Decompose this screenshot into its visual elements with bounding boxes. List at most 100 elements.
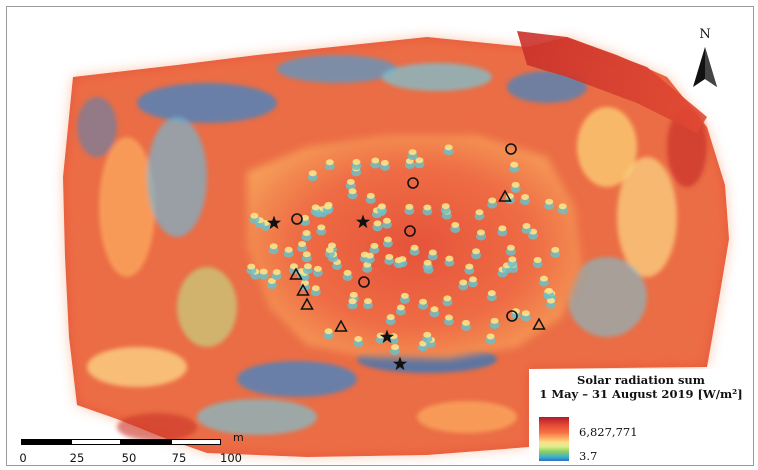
triangle-marker-icon — [289, 267, 303, 280]
hummock-light — [475, 209, 484, 216]
hummock-light — [510, 161, 519, 168]
hummock-light — [272, 269, 281, 276]
hummock-light — [445, 255, 454, 262]
hummock-light — [423, 331, 432, 338]
hummock-light — [405, 203, 414, 210]
hummock-light — [302, 230, 311, 237]
hummock-light — [354, 336, 363, 343]
hummock-light — [430, 306, 439, 313]
hummock-light — [370, 242, 379, 249]
scale-segment-3 — [121, 439, 171, 445]
hummock-light — [346, 178, 355, 185]
hummock-light — [311, 285, 320, 292]
hummock-light — [373, 220, 382, 227]
hummock-light — [325, 247, 334, 254]
hummock-light — [284, 246, 293, 253]
hummock-light — [487, 290, 496, 297]
hummock-light — [490, 317, 499, 324]
hummock-light — [472, 248, 481, 255]
hummock-light — [317, 224, 326, 231]
circle-marker-icon — [358, 276, 370, 288]
hummock-light — [267, 278, 276, 285]
north-arrow: N — [683, 27, 727, 97]
hummock-light — [303, 263, 312, 270]
hummock-light — [423, 204, 432, 211]
legend-color-ramp — [539, 417, 569, 461]
hummock-light — [302, 251, 311, 258]
hummock-light — [444, 144, 453, 151]
scale-tick-75: 75 — [171, 451, 187, 465]
hummock-light — [408, 149, 417, 156]
hummock-light — [486, 333, 495, 340]
hummock-light — [323, 203, 332, 210]
scale-segment-4 — [171, 439, 221, 445]
circle-marker-icon — [506, 310, 518, 322]
scale-tick-25: 25 — [69, 451, 85, 465]
hummock-light — [521, 194, 530, 201]
hummock-light — [394, 257, 403, 264]
hummock-light — [444, 314, 453, 321]
north-label: N — [699, 27, 711, 42]
scale-tick-100: 100 — [220, 451, 242, 465]
hummock-light — [352, 159, 361, 166]
hummock-light — [539, 275, 548, 282]
hummock-light — [343, 269, 352, 276]
star-marker-icon — [379, 329, 395, 344]
hummock-light — [328, 242, 337, 249]
hummock-light — [459, 279, 468, 286]
hummock-light — [311, 204, 320, 211]
hummock-light — [308, 170, 317, 177]
hummock-light — [546, 297, 555, 304]
hummock-light — [380, 159, 389, 166]
hummock-light — [545, 198, 554, 205]
hummock-light — [508, 256, 517, 263]
hummock-light — [428, 249, 437, 256]
hummock-light — [498, 225, 507, 232]
hummock-light — [386, 314, 395, 321]
legend-title-line2: 1 May – 31 August 2019 [W/m²] — [539, 387, 743, 401]
hummock-light — [377, 203, 386, 210]
scale-segment-2 — [71, 439, 121, 445]
hummock-light — [385, 253, 394, 260]
legend-max-value: 6,827,771 — [579, 425, 638, 439]
hummock-light — [289, 263, 298, 270]
steep-slope-ne — [517, 31, 707, 133]
hummock-light — [545, 287, 554, 294]
star-marker-icon — [392, 356, 408, 371]
hummock-light — [465, 263, 474, 270]
circle-marker-icon — [505, 143, 517, 155]
hummock-light — [363, 298, 372, 305]
hummock-light — [441, 203, 450, 210]
hummock-light — [371, 157, 380, 164]
hummock-light — [247, 263, 256, 270]
circle-marker-icon — [407, 177, 419, 189]
hummock-light — [423, 259, 432, 266]
scale-segment-1 — [21, 439, 71, 445]
hummock-light — [468, 276, 477, 283]
hummock-light — [419, 298, 428, 305]
hummock-light — [365, 252, 374, 259]
radiation-map — [63, 31, 729, 457]
hummock-light — [382, 217, 391, 224]
hummock-light — [396, 304, 405, 311]
hummock-light — [259, 268, 268, 275]
triangle-marker-icon — [498, 189, 512, 202]
hummock-light — [551, 246, 560, 253]
hummock-light — [348, 188, 357, 195]
hummock-light — [301, 214, 310, 221]
hummock-light — [410, 244, 419, 251]
hummock-light — [269, 243, 278, 250]
star-marker-icon — [266, 215, 282, 230]
terrain-texture — [77, 55, 707, 441]
hummock-light — [324, 328, 333, 335]
north-arrow-icon — [693, 47, 717, 87]
hummock-light — [366, 192, 375, 199]
hummock-light — [376, 332, 385, 339]
circle-marker-icon — [291, 213, 303, 225]
legend-title: Solar radiation sum 1 May – 31 August 20… — [529, 373, 753, 401]
hummock-light — [522, 223, 531, 230]
hummock-light — [476, 229, 485, 236]
scale-unit: m — [233, 431, 244, 444]
legend: Solar radiation sum 1 May – 31 August 20… — [529, 369, 753, 465]
hummock-light — [558, 203, 567, 210]
